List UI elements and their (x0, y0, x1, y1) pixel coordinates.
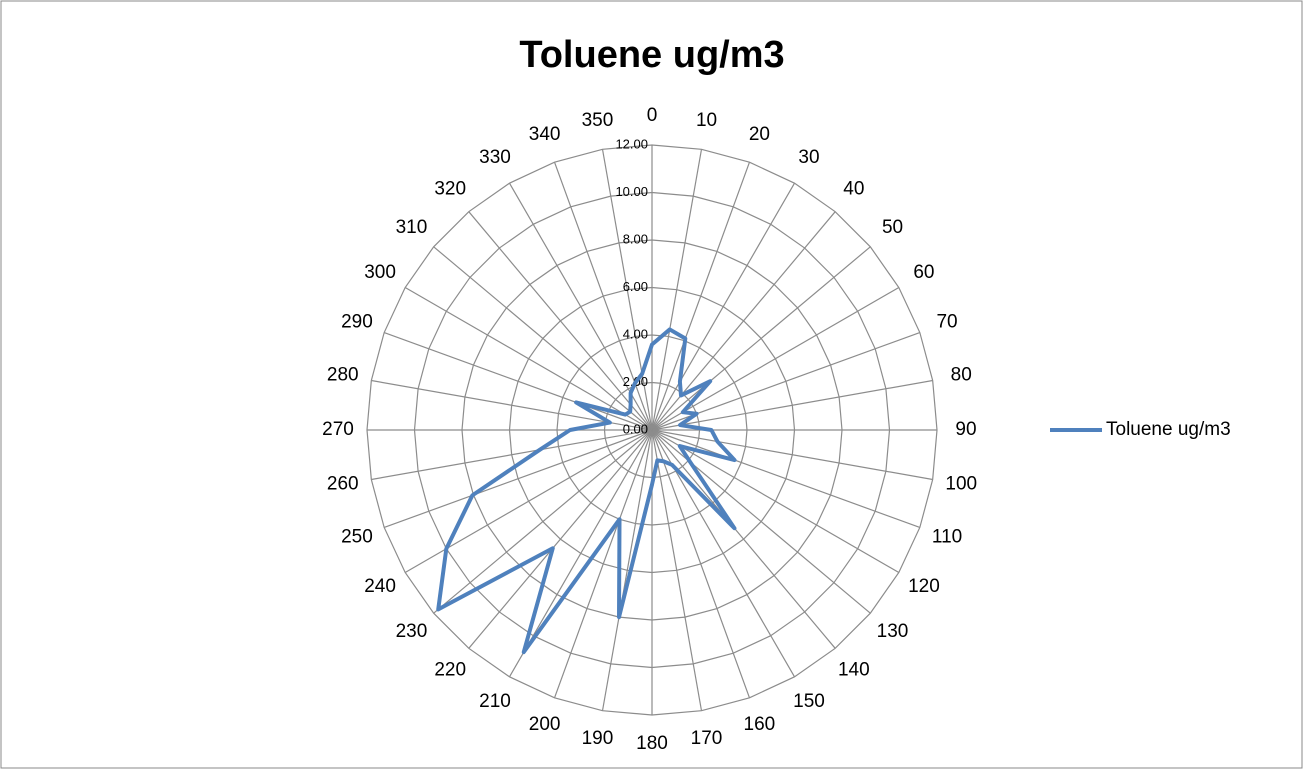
spoke (383, 429, 653, 529)
category-label: 50 (882, 217, 903, 238)
category-label: 310 (396, 217, 428, 238)
spoke (651, 429, 751, 699)
spoke (468, 429, 653, 649)
category-label: 60 (913, 262, 934, 283)
category-label: 220 (434, 660, 466, 681)
category-label: 320 (434, 178, 466, 199)
spoke (651, 429, 836, 649)
spoke (651, 379, 933, 431)
category-label: 160 (744, 714, 776, 735)
category-label: 120 (908, 576, 940, 597)
category-label: 190 (582, 728, 614, 749)
r-tick-label: 10.00 (615, 184, 648, 199)
category-label: 180 (636, 733, 668, 754)
r-tick-label: 12.00 (615, 136, 648, 151)
legend-label: Toluene ug/m3 (1106, 419, 1231, 440)
category-label: 140 (838, 660, 870, 681)
category-label: 210 (479, 691, 511, 712)
spoke (383, 331, 653, 431)
category-label: 40 (843, 178, 864, 199)
category-label: 270 (322, 419, 354, 440)
spoke (601, 429, 653, 711)
category-label: 90 (955, 419, 976, 440)
category-label: 250 (341, 526, 373, 547)
r-tick-label: 6.00 (623, 279, 648, 294)
category-label: 20 (749, 124, 770, 145)
spoke (433, 429, 653, 614)
category-label: 240 (364, 576, 396, 597)
r-tick-label: 0.00 (623, 421, 648, 436)
spoke (371, 429, 653, 481)
category-label: 300 (364, 262, 396, 283)
spoke (651, 286, 900, 431)
category-label: 30 (798, 147, 819, 168)
spoke (508, 182, 653, 431)
category-label: 100 (945, 474, 977, 495)
category-label: 260 (327, 474, 359, 495)
spoke (404, 286, 653, 431)
category-label: 230 (396, 621, 428, 642)
spoke (433, 246, 653, 431)
category-label: 200 (529, 714, 561, 735)
spoke (651, 429, 933, 481)
spoke (651, 149, 703, 431)
category-label: 330 (479, 147, 511, 168)
category-label: 80 (951, 364, 972, 385)
category-label: 70 (936, 312, 957, 333)
series-line (436, 327, 737, 655)
category-label: 110 (932, 526, 962, 547)
spoke (553, 429, 653, 699)
spoke (651, 182, 796, 431)
category-label: 290 (341, 312, 373, 333)
spoke (651, 429, 921, 529)
chart-title: Toluene ug/m3 (519, 34, 784, 76)
category-label: 0 (647, 105, 658, 126)
r-tick-label: 8.00 (623, 231, 648, 246)
category-label: 150 (793, 691, 825, 712)
category-label: 280 (327, 364, 359, 385)
spoke (601, 149, 653, 431)
category-label: 130 (877, 621, 909, 642)
spoke (468, 211, 653, 431)
spoke (651, 429, 703, 711)
spoke (651, 246, 871, 431)
category-label: 10 (696, 110, 717, 131)
category-label: 350 (582, 110, 614, 131)
spoke (651, 429, 900, 574)
category-label: 170 (691, 728, 723, 749)
category-label: 340 (529, 124, 561, 145)
r-tick-label: 4.00 (623, 326, 648, 341)
spoke (651, 161, 751, 431)
